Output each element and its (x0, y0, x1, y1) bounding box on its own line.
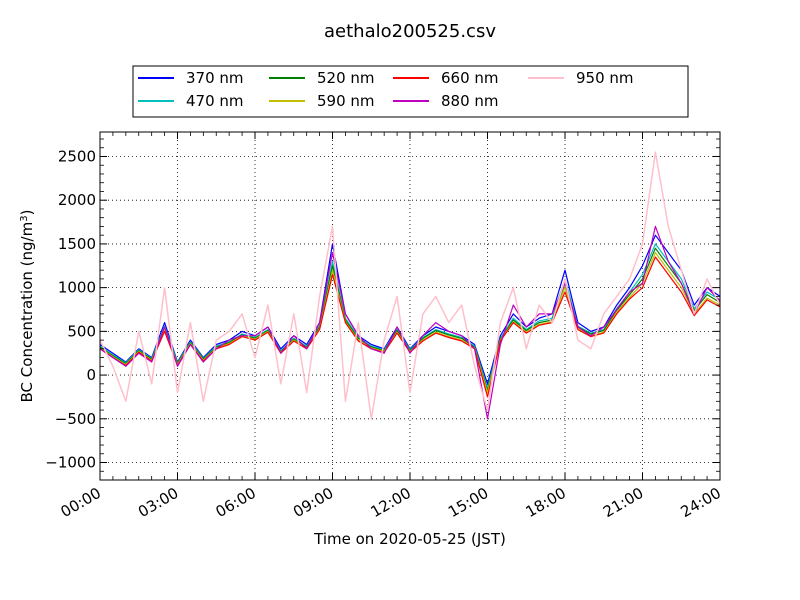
y-tick-label: −500 (55, 410, 96, 428)
y-axis-label-end: ) (18, 210, 36, 216)
legend-label-590-nm: 590 nm (317, 92, 375, 110)
legend-label-880-nm: 880 nm (441, 92, 499, 110)
legend-label-950-nm: 950 nm (576, 69, 634, 87)
y-axis-label-superscript: 3 (19, 215, 30, 221)
chart-title: aethalo200525.csv (324, 21, 496, 42)
x-axis-label: Time on 2020-05-25 (JST) (313, 530, 506, 548)
series-line-880-nm (100, 225, 720, 420)
y-axis-label: BC Concentration (ng/m3) (18, 210, 36, 403)
y-tick-label: 2000 (58, 191, 96, 209)
legend-label-660-nm: 660 nm (441, 69, 499, 87)
legend-label-470-nm: 470 nm (186, 92, 244, 110)
legend-label-520-nm: 520 nm (317, 69, 375, 87)
y-tick-label: 1500 (58, 235, 96, 253)
plot-area (100, 151, 720, 420)
series-lines (100, 151, 720, 420)
legend-label-370-nm: 370 nm (186, 69, 244, 87)
y-tick-label: −1000 (45, 454, 96, 472)
y-tick-label: 0 (86, 366, 96, 384)
series-line-950-nm (100, 151, 720, 420)
grid-lines (100, 132, 720, 480)
y-tick-label: 2500 (58, 147, 96, 165)
legend-frame (132, 65, 689, 118)
y-tick-label: 1000 (58, 279, 96, 297)
y-axis-label-main: BC Concentration (ng/m (18, 222, 36, 403)
y-tick-label: 500 (67, 322, 96, 340)
legend: 370 nm 470 nm 520 nm 590 nm 660 nm 880 nm 950 … (132, 65, 689, 118)
